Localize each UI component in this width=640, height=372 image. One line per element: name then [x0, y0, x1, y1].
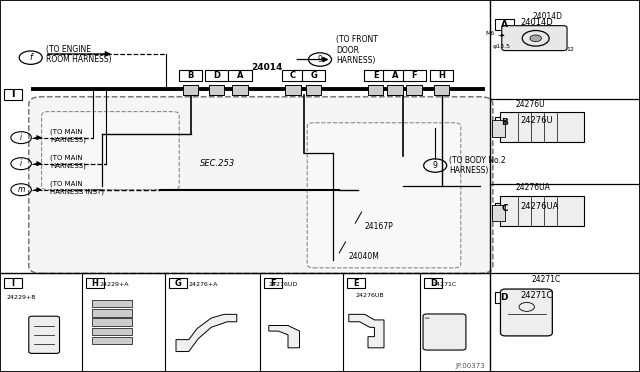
Text: 24271C: 24271C [433, 282, 457, 287]
FancyBboxPatch shape [282, 70, 305, 81]
Text: D: D [500, 293, 508, 302]
Circle shape [530, 35, 541, 42]
Text: H: H [438, 71, 445, 80]
Text: 24167P: 24167P [365, 222, 394, 231]
FancyBboxPatch shape [500, 112, 584, 142]
Text: 24040M: 24040M [349, 252, 380, 261]
Text: A: A [501, 20, 508, 29]
Text: D: D [213, 71, 220, 80]
Text: (TO BODY No.2
HARNESS): (TO BODY No.2 HARNESS) [449, 156, 506, 175]
Text: 12: 12 [566, 46, 574, 52]
FancyBboxPatch shape [209, 85, 224, 95]
Text: M6: M6 [486, 31, 495, 36]
Text: 24276UB: 24276UB [355, 293, 384, 298]
Text: I: I [11, 90, 15, 99]
Text: 24014D: 24014D [532, 12, 562, 21]
FancyBboxPatch shape [387, 85, 403, 95]
FancyBboxPatch shape [347, 278, 365, 288]
Text: 24014D: 24014D [520, 18, 553, 27]
Text: (TO MAIN
HARNESS): (TO MAIN HARNESS) [50, 155, 86, 169]
Text: 24276UA: 24276UA [515, 183, 550, 192]
Text: 9: 9 [433, 161, 438, 170]
Text: (TO FRONT
DOOR
HARNESS): (TO FRONT DOOR HARNESS) [336, 35, 378, 65]
Text: B: B [188, 71, 194, 80]
FancyBboxPatch shape [403, 70, 426, 81]
FancyBboxPatch shape [430, 70, 453, 81]
Text: (TO ENGINE
ROOM HARNESS): (TO ENGINE ROOM HARNESS) [46, 45, 111, 64]
FancyBboxPatch shape [92, 309, 132, 317]
Text: 24229+B: 24229+B [6, 295, 36, 300]
Text: 24271C: 24271C [531, 275, 561, 283]
Text: 9: 9 [317, 55, 323, 64]
FancyBboxPatch shape [495, 117, 514, 128]
FancyBboxPatch shape [285, 85, 301, 95]
Polygon shape [269, 326, 300, 348]
FancyBboxPatch shape [29, 316, 60, 353]
FancyBboxPatch shape [302, 70, 325, 81]
FancyBboxPatch shape [228, 70, 252, 81]
Text: E: E [373, 71, 378, 80]
FancyBboxPatch shape [169, 278, 187, 288]
Text: m: m [17, 185, 25, 194]
FancyBboxPatch shape [307, 123, 461, 268]
Text: i: i [20, 133, 22, 142]
Text: I: I [12, 279, 14, 288]
Text: F: F [270, 279, 275, 288]
FancyBboxPatch shape [495, 203, 514, 214]
FancyBboxPatch shape [92, 300, 132, 307]
FancyBboxPatch shape [406, 85, 422, 95]
Text: 24271C: 24271C [520, 291, 552, 300]
Text: SEC.253: SEC.253 [200, 159, 236, 168]
FancyBboxPatch shape [383, 70, 406, 81]
Text: (TO MAIN
HARNESS INST): (TO MAIN HARNESS INST) [50, 181, 104, 195]
FancyBboxPatch shape [86, 278, 104, 288]
FancyBboxPatch shape [4, 89, 22, 100]
FancyBboxPatch shape [500, 196, 584, 226]
FancyBboxPatch shape [502, 26, 567, 51]
Text: (TO MAIN
HARNESS): (TO MAIN HARNESS) [50, 129, 86, 143]
FancyBboxPatch shape [492, 120, 505, 137]
FancyBboxPatch shape [495, 19, 514, 30]
FancyBboxPatch shape [179, 70, 202, 81]
FancyBboxPatch shape [364, 70, 387, 81]
Text: E: E [353, 279, 358, 288]
Text: 24276+A: 24276+A [189, 282, 218, 287]
FancyBboxPatch shape [232, 85, 248, 95]
Text: C: C [501, 204, 508, 213]
Polygon shape [349, 314, 384, 348]
FancyBboxPatch shape [92, 328, 132, 335]
Text: 24229+A: 24229+A [99, 282, 129, 287]
Text: 24014: 24014 [252, 63, 283, 72]
FancyBboxPatch shape [434, 85, 449, 95]
FancyBboxPatch shape [423, 314, 466, 350]
FancyBboxPatch shape [495, 292, 514, 303]
FancyBboxPatch shape [4, 278, 22, 288]
FancyBboxPatch shape [205, 70, 228, 81]
FancyBboxPatch shape [492, 205, 505, 221]
Text: D: D [430, 279, 436, 288]
Text: A: A [392, 71, 398, 80]
Text: 24276U: 24276U [515, 100, 545, 109]
Text: G: G [310, 71, 317, 80]
Text: G: G [175, 279, 181, 288]
FancyBboxPatch shape [264, 278, 282, 288]
FancyBboxPatch shape [92, 337, 132, 344]
Text: f: f [29, 53, 32, 62]
FancyBboxPatch shape [368, 85, 383, 95]
Text: i: i [20, 159, 22, 168]
FancyBboxPatch shape [92, 318, 132, 326]
FancyBboxPatch shape [42, 112, 179, 190]
Text: A: A [237, 71, 243, 80]
Text: 24276UD: 24276UD [269, 282, 298, 287]
FancyBboxPatch shape [29, 97, 493, 273]
Text: φ13.5: φ13.5 [493, 44, 511, 49]
FancyBboxPatch shape [306, 85, 321, 95]
Text: 24276U: 24276U [520, 116, 553, 125]
Text: C: C [290, 71, 296, 80]
Text: B: B [501, 118, 508, 127]
Text: F: F [412, 71, 417, 80]
Text: 24276UA: 24276UA [520, 202, 559, 211]
Polygon shape [176, 314, 237, 352]
FancyBboxPatch shape [183, 85, 198, 95]
